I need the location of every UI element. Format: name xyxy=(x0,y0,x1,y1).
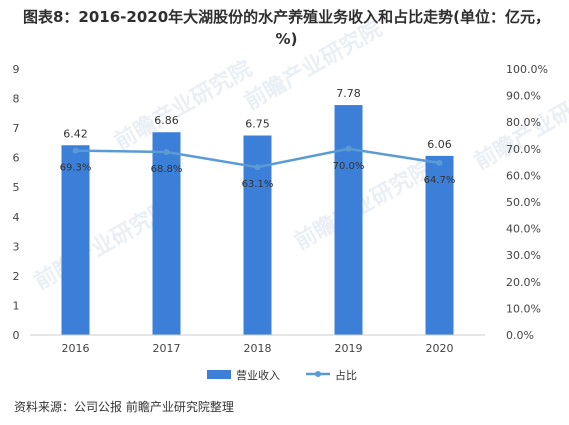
legend-line-label: 占比 xyxy=(335,368,357,382)
line-value-label: 70.0% xyxy=(333,161,365,172)
y-right-tick-label: 30.0% xyxy=(506,249,541,262)
bar-value-label: 6.75 xyxy=(245,118,270,131)
y-right-tick-label: 20.0% xyxy=(506,276,541,289)
chart-title: 图表8：2016-2020年大湖股份的水产养殖业务收入和占比走势(单位：亿元，%… xyxy=(22,8,551,48)
legend-line-marker xyxy=(315,371,321,377)
y-left-tick-label: 9 xyxy=(13,63,20,76)
y-left-tick-label: 4 xyxy=(13,211,20,224)
x-tick-label: 2018 xyxy=(244,342,272,355)
bar-labels: 6.42 6.86 6.75 7.78 6.06 xyxy=(63,87,452,151)
line-value-label: 68.8% xyxy=(151,164,183,175)
line-series: 69.3% 68.8% 63.1% 70.0% 64.7% xyxy=(60,145,456,190)
left-axis: 0 1 2 3 4 5 6 7 8 9 xyxy=(13,63,20,342)
line-point xyxy=(163,148,170,155)
bar xyxy=(61,145,90,335)
legend: 营业收入 占比 xyxy=(207,368,357,382)
y-right-tick-label: 80.0% xyxy=(506,116,541,129)
y-left-tick-label: 8 xyxy=(13,93,20,106)
y-left-tick-label: 2 xyxy=(13,270,20,283)
x-axis: 2016 2017 2018 2019 2020 xyxy=(30,334,485,355)
y-left-tick-label: 7 xyxy=(13,122,20,135)
line-value-label: 64.7% xyxy=(424,175,456,186)
x-tick-label: 2019 xyxy=(335,342,363,355)
y-right-tick-label: 10.0% xyxy=(506,302,541,315)
x-tick-label: 2016 xyxy=(62,342,90,355)
y-left-tick-label: 0 xyxy=(13,329,20,342)
x-tick-label: 2020 xyxy=(426,342,454,355)
y-right-tick-label: 0.0% xyxy=(506,329,534,342)
y-left-tick-label: 6 xyxy=(13,152,20,165)
line-point xyxy=(254,164,261,171)
line-value-label: 63.1% xyxy=(242,179,274,190)
legend-bar-swatch xyxy=(207,370,231,379)
bar-value-label: 6.06 xyxy=(427,138,452,151)
line-point xyxy=(345,145,352,152)
bar-series xyxy=(61,105,454,336)
y-left-tick-label: 5 xyxy=(13,181,20,194)
y-right-tick-label: 70.0% xyxy=(506,143,541,156)
bar-value-label: 6.86 xyxy=(154,114,179,127)
bar xyxy=(425,155,454,335)
y-right-tick-label: 100.0% xyxy=(506,63,548,76)
bar xyxy=(152,132,181,335)
y-right-tick-label: 50.0% xyxy=(506,196,541,209)
line-point xyxy=(72,147,79,154)
watermark-text: 前瞻产业研究院 xyxy=(240,16,386,116)
line-value-label: 69.3% xyxy=(60,163,92,174)
line-point xyxy=(436,159,443,166)
bar xyxy=(334,105,363,336)
y-right-tick-label: 60.0% xyxy=(506,169,541,182)
watermark-text: 前瞻产业研究院 xyxy=(110,56,256,156)
bar-value-label: 7.78 xyxy=(336,87,361,100)
x-tick-label: 2017 xyxy=(153,342,181,355)
y-left-tick-label: 3 xyxy=(13,240,20,253)
right-axis: 0.0% 10.0% 20.0% 30.0% 40.0% 50.0% 60.0% 70.0% 8… xyxy=(506,63,548,342)
y-left-tick-label: 1 xyxy=(13,299,20,312)
bar-value-label: 6.42 xyxy=(63,127,88,140)
y-right-tick-label: 90.0% xyxy=(506,90,541,103)
legend-bar-label: 营业收入 xyxy=(236,368,280,382)
y-right-tick-label: 40.0% xyxy=(506,223,541,236)
source-note: 资料来源：公司公报 前瞻产业研究院整理 xyxy=(14,400,234,414)
